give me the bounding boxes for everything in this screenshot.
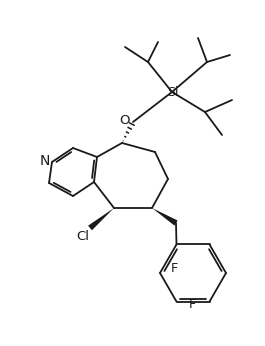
Text: F: F — [188, 298, 196, 311]
Polygon shape — [88, 208, 114, 230]
Text: Cl: Cl — [77, 230, 90, 244]
Text: O: O — [119, 115, 129, 127]
Text: Si: Si — [167, 86, 179, 100]
Polygon shape — [152, 208, 178, 226]
Text: N: N — [40, 154, 50, 168]
Text: F: F — [171, 263, 178, 275]
